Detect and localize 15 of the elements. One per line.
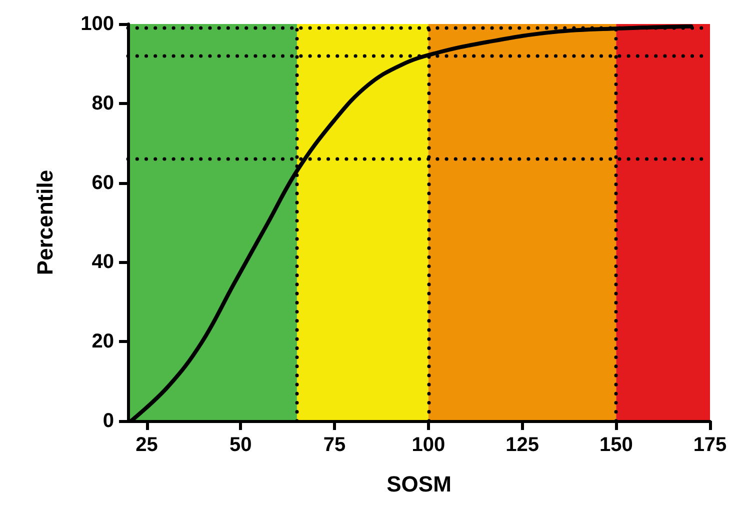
y-tick-label: 0 (102, 410, 114, 432)
x-axis-title: SOSM (386, 472, 452, 496)
x-tick-label: 25 (136, 434, 158, 456)
y-tick-label: 80 (92, 92, 114, 114)
x-tick-label: 75 (323, 434, 346, 456)
x-tick-label: 50 (230, 434, 252, 456)
y-axis-title: Percentile (32, 170, 58, 276)
y-tick-label: 40 (92, 251, 114, 274)
x-tick-label: 125 (506, 434, 539, 456)
x-tick-label: 150 (599, 434, 633, 456)
x-tick-label: 175 (693, 434, 727, 456)
y-tick-label: 100 (80, 13, 114, 35)
y-tick-label: 20 (92, 330, 114, 353)
x-tick-label: 100 (412, 434, 446, 456)
y-tick-label: 60 (92, 172, 114, 194)
